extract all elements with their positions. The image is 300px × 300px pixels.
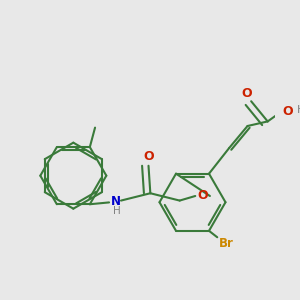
Text: O: O — [283, 105, 293, 118]
Text: N: N — [110, 195, 121, 208]
Text: Br: Br — [219, 237, 234, 250]
Text: O: O — [143, 150, 154, 163]
Text: O: O — [241, 86, 252, 100]
Text: H: H — [296, 105, 300, 116]
Text: O: O — [197, 190, 208, 202]
Text: H: H — [112, 206, 120, 216]
